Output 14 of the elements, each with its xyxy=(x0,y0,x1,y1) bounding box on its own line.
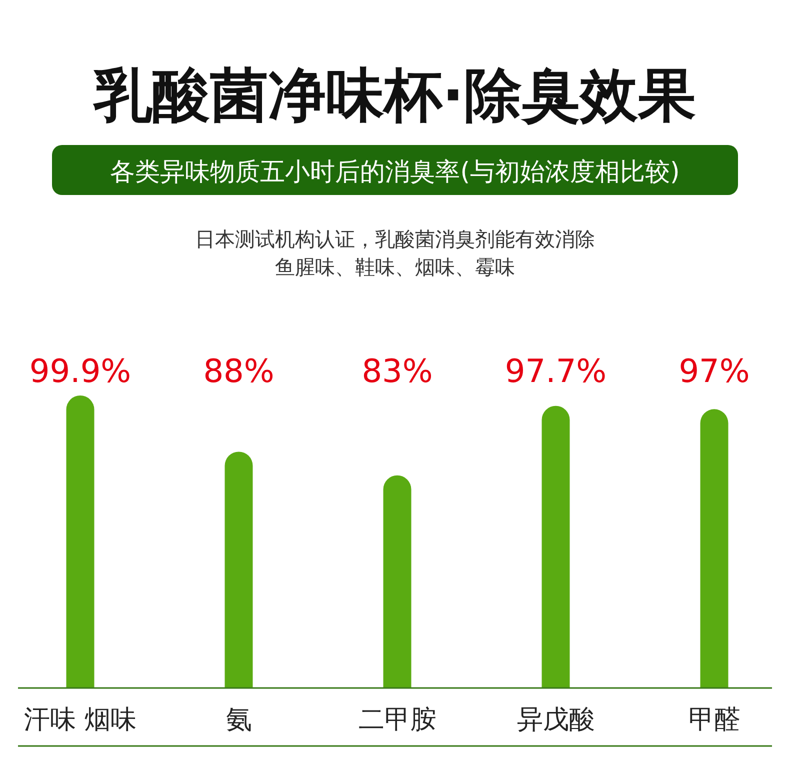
x-tick-label: 二甲胺 xyxy=(358,705,436,735)
chart-title: 乳酸菌净味杯·除臭效果 xyxy=(92,61,696,129)
x-tick-label: 氨 xyxy=(226,705,252,735)
data-label: 88% xyxy=(203,352,274,390)
text: 日本测试机构认证，乳酸菌消臭剂能有效消除 xyxy=(195,227,595,251)
data-label: 99.9% xyxy=(29,352,132,390)
x-tick-label: 汗味 烟味 xyxy=(24,705,136,735)
x-tick-label: 异戊酸 xyxy=(516,705,595,735)
data-label: 97% xyxy=(678,352,750,390)
x-tick-label: 甲醛 xyxy=(688,705,740,735)
data-label: 83% xyxy=(362,352,433,390)
text: 鱼腥味、鞋味、烟味、霉味 xyxy=(275,255,515,279)
chart-subtitle: 各类异味物质五小时后的消臭率(与初始浓度相比较) xyxy=(110,157,680,186)
data-label: 97.7% xyxy=(504,352,607,390)
